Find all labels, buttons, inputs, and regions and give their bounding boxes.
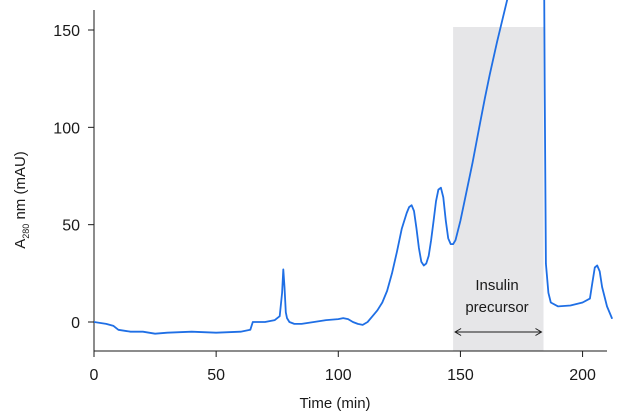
y-tick-label: 150 [53,23,80,40]
series-layer [94,0,613,335]
x-tick-label: 150 [447,367,474,384]
x-tick-label: 50 [207,367,225,384]
y-axis-title-suffix: nm (mAU) [12,151,29,224]
shaded-region-label-line-2: precursor [465,299,528,316]
y-axis-title: A280 nm (mAU) [12,151,31,249]
shaded-region-layer [453,27,544,351]
y-tick-label: 0 [71,315,80,332]
absorbance-trace-line [94,0,613,335]
shaded-region-label-line-1: Insulin [475,277,518,294]
shaded-region [453,27,544,351]
x-tick-label: 100 [325,367,352,384]
annotation-layer: Insulin precursor [454,277,543,336]
y-axis-title-subscript: 280 [21,224,31,239]
y-tick-label: 100 [53,120,80,137]
x-tick-label: 200 [569,367,596,384]
x-tick-label: 0 [90,367,99,384]
y-axis-title-prefix: A [12,239,29,249]
x-axis-title: Time (min) [299,395,370,412]
y-tick-label: 50 [62,218,80,235]
axes-layer: 0 50 100 150 200 0 50 100 150 [53,10,607,384]
region-arrow-head-right [535,328,543,336]
region-arrow-head-left [454,328,462,336]
